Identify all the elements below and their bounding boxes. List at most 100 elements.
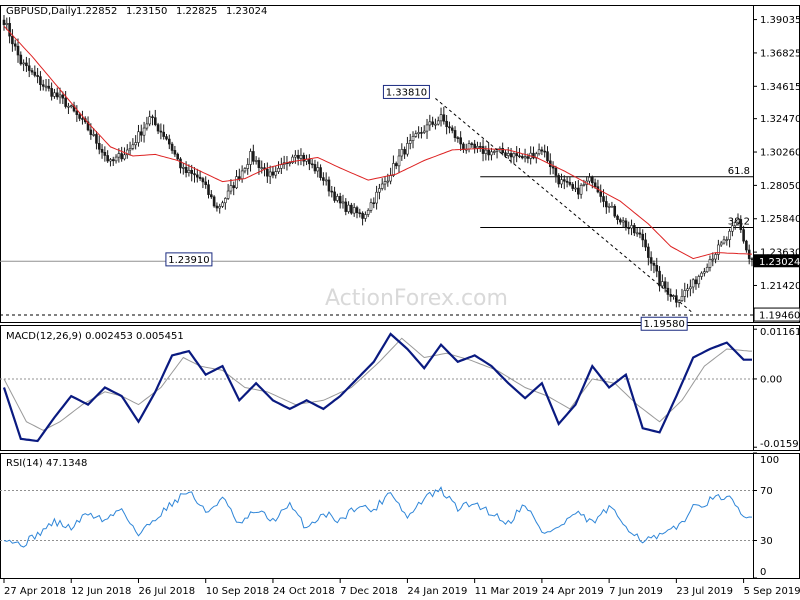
candle-body [546,151,549,162]
price-tick-label: 1.39035 [760,15,800,26]
candle-body [125,149,129,156]
candle-body [355,207,359,214]
candle-body [16,45,20,56]
candle-body [58,94,62,98]
candle-body [333,191,336,201]
candle-body [450,127,454,131]
candle-body [520,156,524,159]
candle-body [299,154,303,159]
candle-body [526,156,530,159]
candle-body [22,62,25,65]
candle-body [591,176,594,184]
candle-body [33,71,37,76]
candle-body [260,167,264,169]
candle-body [663,281,667,289]
ohlc-open: 1.22852 [76,6,117,17]
candle-body [568,182,572,185]
candle-body [78,114,81,119]
candle-body [218,206,222,209]
candle-body [731,225,734,232]
candle-body [291,156,294,163]
candle-body [30,70,34,73]
candle-body [686,288,689,291]
price-tick-label: 1.21420 [760,281,800,292]
candle-body [361,212,364,219]
candle-body [131,144,135,149]
candle-body [406,143,409,155]
candle-body [139,131,143,136]
candle-body [249,151,252,165]
candle-body [352,207,356,214]
candle-body [473,143,476,149]
candle-body [364,214,367,219]
candles [2,15,754,308]
ohlc-high: 1.23150 [126,6,167,17]
candle-body [380,183,384,189]
candle-body [487,149,490,156]
candle-body [226,190,230,199]
candle-body [523,156,527,159]
candle-body [728,230,731,240]
candle-body [44,85,48,88]
candle-body [246,164,250,169]
candle-body [635,232,639,235]
price-tick-label: 1.30260 [760,148,800,159]
time-tick-label: 24 Jan 2019 [407,586,467,597]
candle-body [196,174,199,178]
candle-body [644,239,647,248]
candle-body [153,117,157,125]
price-tick-label: 1.32470 [760,114,800,125]
candle-body [619,219,622,223]
candle-body [8,23,11,37]
candle-body [476,146,479,149]
candle-body [750,258,754,260]
candle-body [501,148,504,154]
candle-body [204,181,208,185]
candle-body [95,134,98,144]
candle-body [543,150,546,153]
candle-body [344,201,348,212]
macd-line [2,332,752,443]
price-tick-label: 1.34615 [760,82,800,93]
time-tick-label: 7 Jun 2019 [609,586,663,597]
candle-body [47,85,51,89]
time-tick-label: 11 Mar 2019 [475,586,538,597]
candle-body [436,120,440,125]
time-tick-label: 23 Jul 2019 [676,586,733,597]
candle-body [148,116,151,125]
candle-body [703,271,706,274]
candle-body [434,123,437,126]
rsi-tick-label: 100 [760,455,779,466]
candle-body [280,164,283,169]
candle-body [439,114,443,122]
candle-body [661,281,664,287]
panel-frame-rsi [0,453,800,579]
moving-average-line [3,25,752,260]
candle-body [403,149,406,155]
candle-body [509,153,513,158]
candle-body [277,168,280,172]
time-tick-label: 10 Sep 2018 [206,586,269,597]
candle-body [53,92,56,97]
candle-body [145,123,149,129]
candle-body [215,205,219,209]
candle-body [142,127,146,136]
time-tick-label: 12 Jun 2018 [71,586,131,597]
candle-body [19,54,23,65]
candle-body [540,149,544,152]
candle-body [13,43,17,47]
pivot-box [640,316,688,331]
candle-body [69,105,73,108]
candle-body [602,196,605,202]
candle-body [605,201,608,208]
candle-body [103,152,107,156]
candle-body [745,240,748,251]
candle-body [616,215,619,220]
candle-body [378,188,381,193]
candle-body [722,239,726,244]
candle-body [375,191,378,204]
candle-body [97,143,101,150]
candle-body [39,76,42,85]
candle-body [5,23,9,25]
